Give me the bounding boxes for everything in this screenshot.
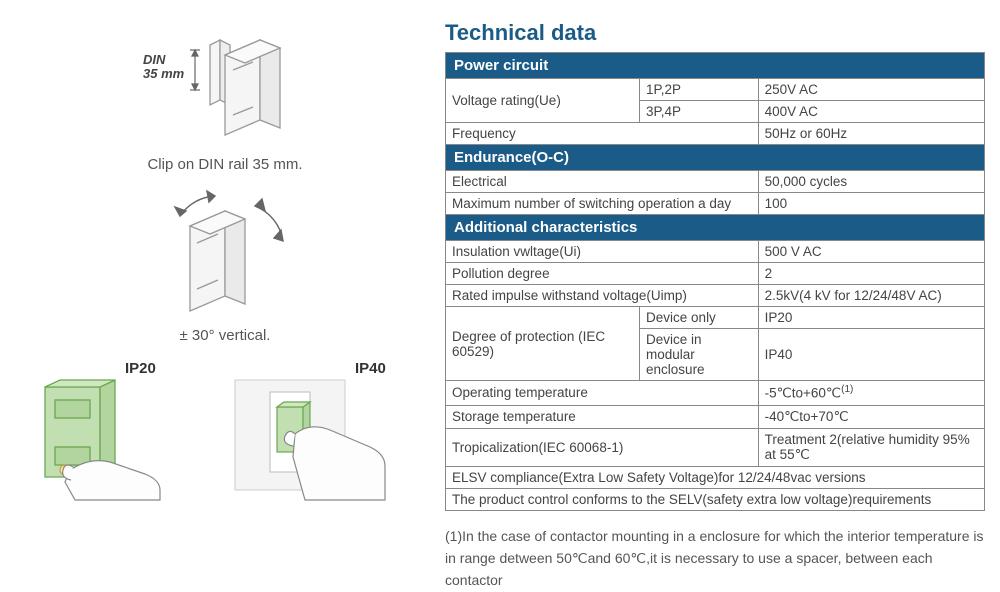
sub-cell: Device in modular enclosure — [640, 329, 759, 381]
ip20-label: IP20 — [125, 360, 156, 377]
table-row: Maximum number of switching operation a … — [446, 193, 985, 215]
footnote: (1)In the case of contactor mounting in … — [445, 525, 985, 592]
value-cell: IP20 — [758, 307, 984, 329]
ip40-label: IP40 — [355, 360, 386, 377]
svg-text:DIN: DIN — [143, 52, 166, 67]
value-cell: 2.5kV(4 kV for 12/24/48V AC) — [758, 285, 984, 307]
label-cell: Voltage rating(Ue) — [446, 79, 640, 123]
label-cell: Electrical — [446, 171, 759, 193]
label-cell: Tropicalization(IEC 60068-1) — [446, 428, 759, 466]
label-cell: Rated impulse withstand voltage(Uimp) — [446, 285, 759, 307]
label-cell: Degree of protection (IEC 60529) — [446, 307, 640, 381]
table-row: Voltage rating(Ue)1P,2P250V AC — [446, 79, 985, 101]
section-header: Endurance(O-C) — [446, 145, 985, 171]
tilt-svg — [115, 181, 335, 321]
table-row: Degree of protection (IEC 60529)Device o… — [446, 307, 985, 329]
ip40-svg — [215, 362, 405, 502]
sub-cell: Device only — [640, 307, 759, 329]
section-header: Additional characteristics — [446, 215, 985, 241]
table-row: Frequency50Hz or 60Hz — [446, 123, 985, 145]
spec-column: Technical data Power circuitVoltage rati… — [435, 20, 985, 570]
ip20-svg — [15, 362, 185, 502]
label-cell: Maximum number of switching operation a … — [446, 193, 759, 215]
table-row: ELSV compliance(Extra Low Safety Voltage… — [446, 466, 985, 488]
diagrams-column: DIN 35 mm Clip on DIN rail 35 mm. — [15, 20, 435, 570]
value-cell: 250V AC — [758, 79, 984, 101]
value-cell: 2 — [758, 263, 984, 285]
value-cell: -5℃to+60℃(1) — [758, 381, 984, 406]
label-cell: Insulation vwltage(Ui) — [446, 241, 759, 263]
din-caption: Clip on DIN rail 35 mm. — [147, 156, 302, 173]
value-cell: 50Hz or 60Hz — [758, 123, 984, 145]
full-row-cell: The product control conforms to the SELV… — [446, 488, 985, 510]
tilt-caption: ± 30° vertical. — [180, 327, 271, 344]
value-cell: 50,000 cycles — [758, 171, 984, 193]
label-cell: Operating temperature — [446, 381, 759, 406]
sub-cell: 1P,2P — [640, 79, 759, 101]
label-cell: Pollution degree — [446, 263, 759, 285]
tilt-diagram: ± 30° vertical. — [15, 181, 435, 344]
table-row: The product control conforms to the SELV… — [446, 488, 985, 510]
table-row: Storage temperature-40℃to+70℃ — [446, 405, 985, 428]
value-cell: -40℃to+70℃ — [758, 405, 984, 428]
value-cell: 100 — [758, 193, 984, 215]
sub-cell: 3P,4P — [640, 101, 759, 123]
value-cell: 500 V AC — [758, 241, 984, 263]
table-row: Pollution degree2 — [446, 263, 985, 285]
din-rail-diagram: DIN 35 mm Clip on DIN rail 35 mm. — [15, 20, 435, 173]
full-row-cell: ELSV compliance(Extra Low Safety Voltage… — [446, 466, 985, 488]
table-row: Operating temperature-5℃to+60℃(1) — [446, 381, 985, 406]
ip20-diagram: IP20 — [15, 362, 185, 502]
value-cell: IP40 — [758, 329, 984, 381]
label-cell: Frequency — [446, 123, 759, 145]
svg-text:35 mm: 35 mm — [143, 66, 185, 81]
ip40-diagram: IP40 — [215, 362, 405, 502]
section-header: Power circuit — [446, 53, 985, 79]
table-row: Rated impulse withstand voltage(Uimp)2.5… — [446, 285, 985, 307]
table-row: Insulation vwltage(Ui)500 V AC — [446, 241, 985, 263]
spec-table: Power circuitVoltage rating(Ue)1P,2P250V… — [445, 52, 985, 511]
value-cell: Treatment 2(relative humidity 95% at 55℃ — [758, 428, 984, 466]
value-cell: 400V AC — [758, 101, 984, 123]
label-cell: Storage temperature — [446, 405, 759, 428]
table-row: Tropicalization(IEC 60068-1)Treatment 2(… — [446, 428, 985, 466]
ip-row: IP20 IP40 — [15, 362, 435, 502]
page-title: Technical data — [445, 20, 985, 46]
table-row: Electrical50,000 cycles — [446, 171, 985, 193]
din-rail-svg: DIN 35 mm — [115, 20, 335, 150]
